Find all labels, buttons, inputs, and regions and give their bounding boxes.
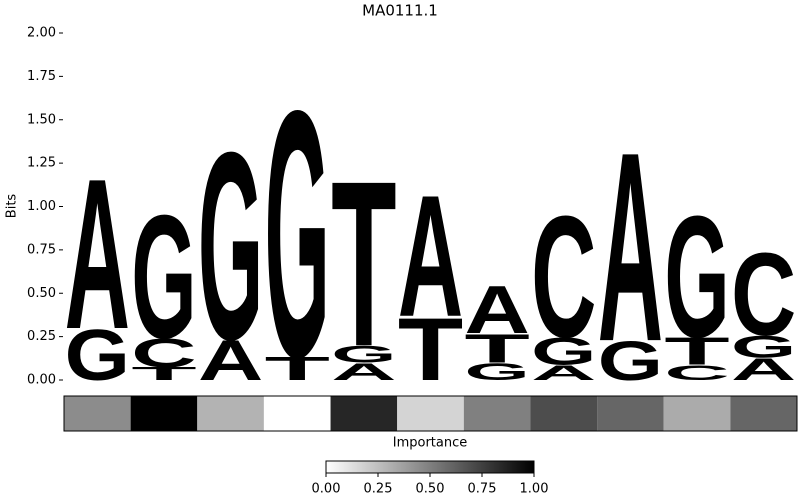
logo-letter: G — [731, 330, 796, 365]
heatmap-cell — [463, 396, 531, 431]
colorbar — [325, 460, 535, 474]
logo-letter: G — [65, 314, 130, 395]
y-tick-label: 0.25 — [27, 329, 56, 344]
logo-letter: C — [664, 360, 729, 384]
colorbar-tick-label: 1.00 — [520, 482, 549, 497]
logo-letter: A — [731, 352, 796, 387]
logo-letter: G — [131, 179, 196, 376]
heatmap-cell — [597, 396, 664, 431]
y-axis-label: Bits — [5, 194, 20, 219]
colorbar-tick-label: 0.00 — [312, 482, 341, 497]
logo-letter: T — [265, 349, 330, 387]
logo-letter: T — [131, 364, 196, 384]
logo-letter: G — [464, 359, 529, 386]
heatmap-cell — [197, 396, 264, 431]
y-tick-label: 0.00 — [27, 373, 56, 388]
y-tick-label: 1.75 — [27, 69, 56, 84]
y-tick-label: 1.25 — [27, 156, 56, 171]
heatmap-cell — [330, 396, 398, 431]
colorbar-tick-label: 0.25 — [364, 482, 393, 497]
logo-letter: A — [65, 134, 130, 374]
heatmap-cell — [530, 396, 598, 431]
chart-title: MA0111.1 — [362, 2, 438, 20]
heatmap-frame — [63, 395, 798, 432]
logo-letter: A — [398, 160, 463, 353]
heatmap-label: Importance — [393, 436, 468, 451]
logo-letter: T — [331, 131, 396, 395]
colorbar-tick-label: 0.50 — [416, 482, 445, 497]
y-tick-label: 1.50 — [27, 112, 56, 127]
logo-letter: T — [664, 330, 729, 373]
logo-letter: C — [131, 330, 196, 376]
y-tick-label: 1.00 — [27, 199, 56, 214]
logo-letter: G — [664, 180, 729, 374]
logo-letter: A — [198, 328, 263, 393]
heatmap-cell — [397, 396, 464, 431]
heatmap-cell — [263, 396, 331, 431]
logo-letter: G — [598, 331, 663, 393]
logo-letter: G — [198, 98, 263, 396]
logo-letter: G — [331, 341, 396, 368]
colorbar-tick-label: 0.75 — [468, 482, 497, 497]
heatmap-cell — [130, 396, 198, 431]
heatmap-cell — [663, 396, 731, 431]
logo-letter: A — [331, 359, 396, 386]
heatmap-cell — [64, 396, 131, 431]
y-tick-label: 2.00 — [27, 26, 56, 41]
logo-letter: T — [464, 326, 529, 372]
logo-letter: C — [531, 181, 596, 374]
logo-letter: A — [531, 360, 596, 384]
y-tick-label: 0.50 — [27, 286, 56, 301]
logo-letter: G — [531, 330, 596, 373]
heatmap-cell — [730, 396, 797, 431]
logo-letter: A — [464, 272, 529, 347]
logo-letter: C — [731, 229, 796, 360]
logo-letter: T — [398, 299, 463, 399]
y-tick-label: 0.75 — [27, 242, 56, 257]
logo-letter: A — [598, 96, 663, 398]
logo-letter: G — [265, 38, 330, 431]
